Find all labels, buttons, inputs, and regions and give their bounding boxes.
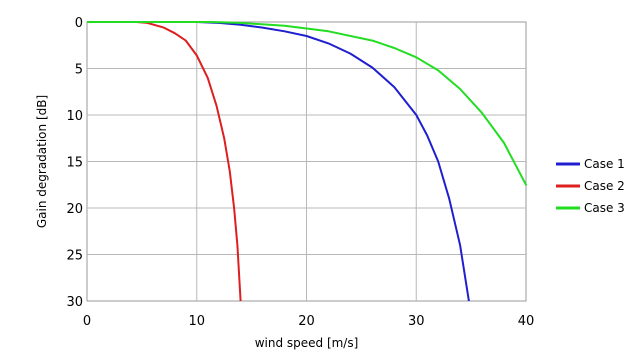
y-tick-label: 10 xyxy=(66,109,83,124)
x-tick-labels: 0 10 20 30 40 xyxy=(83,314,534,329)
y-tick-label: 5 xyxy=(75,63,83,78)
x-tick-label: 10 xyxy=(188,314,205,329)
x-tick-label: 30 xyxy=(408,314,425,329)
y-tick-label: 15 xyxy=(66,156,83,171)
y-tick-label: 25 xyxy=(66,249,83,264)
legend-label-case-2: Case 2 xyxy=(584,179,625,193)
x-tick-label: 0 xyxy=(83,314,91,329)
y-tick-label: 20 xyxy=(66,202,83,217)
legend-label-case-1: Case 1 xyxy=(584,157,625,171)
y-tick-label: 0 xyxy=(75,16,83,31)
series-group xyxy=(87,21,527,301)
x-tick-label: 40 xyxy=(518,314,535,329)
legend: Case 1 Case 2 Case 3 xyxy=(556,157,625,215)
series-line-case-3 xyxy=(87,21,527,186)
y-tick-label: 30 xyxy=(66,295,83,310)
series-line-case-2 xyxy=(87,21,242,301)
x-axis-title: wind speed [m/s] xyxy=(255,336,359,350)
x-tick-label: 20 xyxy=(298,314,315,329)
y-axis-title: Gain degradation [dB] xyxy=(35,95,49,228)
legend-label-case-3: Case 3 xyxy=(584,201,625,215)
grid xyxy=(87,22,526,301)
y-tick-labels: 0 5 10 15 20 25 30 xyxy=(66,16,83,310)
series-line-case-1 xyxy=(87,21,470,301)
